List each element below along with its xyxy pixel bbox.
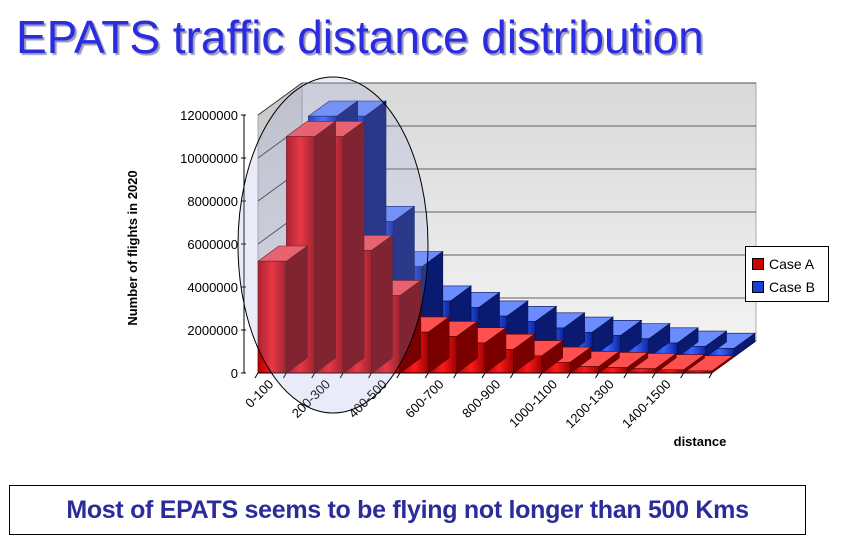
x-tick-mark — [254, 372, 259, 379]
legend-item-case-b: Case B — [752, 275, 828, 298]
chart-legend: Case A Case B — [745, 246, 829, 302]
y-tick-label: 6000000 — [187, 237, 238, 252]
x-tick-label: 1400-1500 — [619, 377, 674, 432]
y-tick-label: 0 — [231, 366, 238, 381]
x-tick-mark — [453, 372, 458, 379]
x-tick-mark — [339, 372, 344, 379]
x-tick-mark — [509, 372, 514, 379]
x-tick-mark — [708, 372, 713, 379]
x-tick-label: 800-900 — [459, 377, 503, 421]
x-tick-mark — [623, 372, 628, 379]
bar-case-a-0-100 — [257, 245, 309, 374]
x-tick-mark — [566, 372, 571, 379]
x-tick-mark — [311, 372, 316, 379]
y-tick-label: 4000000 — [187, 280, 238, 295]
y-tick-label: 2000000 — [187, 323, 238, 338]
bar-front — [257, 260, 287, 374]
x-tick-label: 1200-1300 — [562, 377, 617, 432]
x-tick-label: 0-100 — [242, 377, 276, 411]
legend-item-case-a: Case A — [752, 252, 828, 275]
conclusion-note: Most of EPATS seems to be flying not lon… — [9, 485, 806, 535]
gridline-side — [257, 82, 303, 116]
x-tick-mark — [282, 372, 287, 379]
x-tick-mark — [538, 372, 543, 379]
legend-label-case-a: Case A — [769, 255, 815, 272]
x-tick-mark — [396, 372, 401, 379]
highlight-ellipse — [237, 76, 429, 414]
x-tick-mark — [424, 372, 429, 379]
x-tick-mark — [595, 372, 599, 379]
x-tick-label: 1000-1100 — [506, 377, 560, 431]
y-tick-label: 12000000 — [180, 108, 238, 123]
legend-label-case-b: Case B — [769, 278, 815, 295]
legend-swatch-case-a — [752, 257, 764, 270]
x-tick-label: 600-700 — [402, 377, 446, 421]
x-tick-mark — [481, 372, 486, 379]
x-tick-mark — [680, 372, 685, 379]
y-axis-title: Number of flights in 2020 — [125, 170, 140, 325]
x-tick-mark — [368, 372, 372, 379]
slide-title: EPATS traffic distance distribution — [16, 11, 704, 63]
x-tick-mark — [651, 372, 656, 379]
y-tick-label: 8000000 — [187, 194, 238, 209]
legend-swatch-case-b — [752, 280, 764, 293]
y-tick-label: 10000000 — [180, 151, 238, 166]
x-axis-title: distance — [674, 434, 727, 449]
